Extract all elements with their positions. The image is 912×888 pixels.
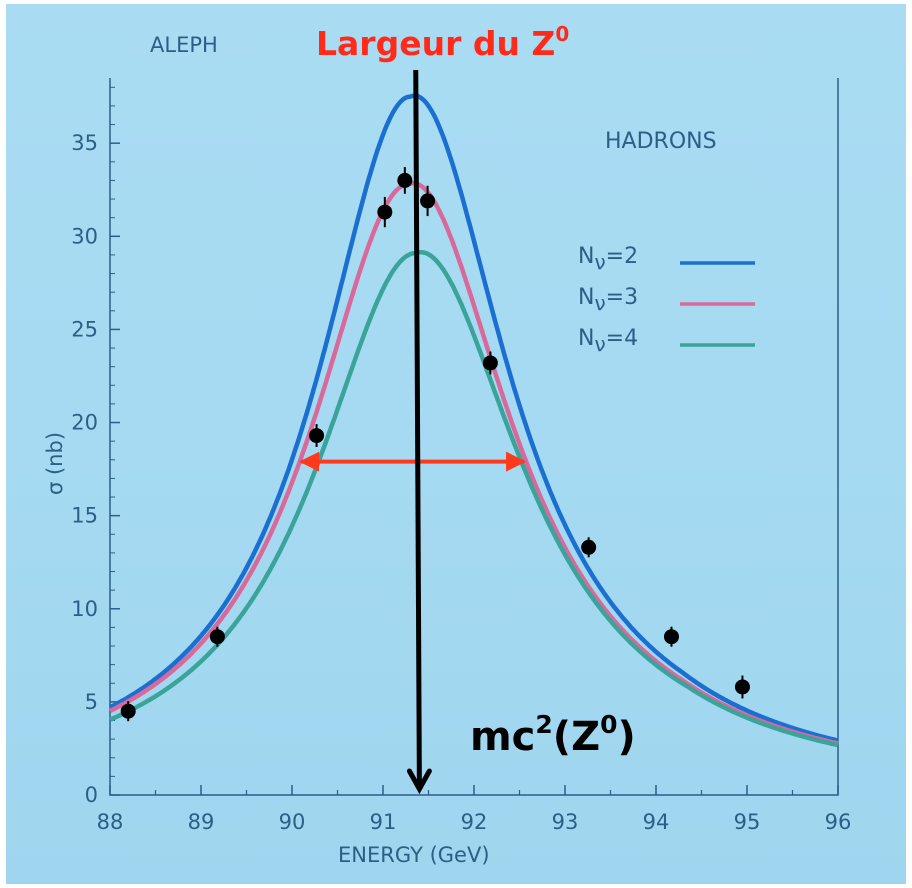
legend-label: Nν=3 xyxy=(578,285,638,315)
data-points xyxy=(120,167,750,722)
data-point xyxy=(397,172,413,188)
slide-background xyxy=(6,4,906,884)
y-tick-label: 0 xyxy=(85,783,98,807)
y-tick-label: 10 xyxy=(71,597,98,621)
legend: Nν=2 Nν=3 Nν=4 xyxy=(578,244,755,356)
y-axis-ticks: 0 5 10 15 20 25 30 35 xyxy=(71,86,120,807)
mass-annotation: mc2(Z0) xyxy=(470,710,636,760)
x-tick-label: 91 xyxy=(370,810,397,834)
data-point xyxy=(420,193,436,209)
y-tick-label: 15 xyxy=(71,504,98,528)
experiment-label: ALEPH xyxy=(150,33,218,57)
fit-curves xyxy=(108,93,839,748)
data-point xyxy=(377,204,393,220)
y-tick-label: 20 xyxy=(71,411,98,435)
channel-label: HADRONS xyxy=(605,129,717,154)
x-tick-label: 93 xyxy=(552,810,579,834)
data-point xyxy=(581,539,597,555)
axis-lines xyxy=(109,78,839,796)
y-tick-label: 30 xyxy=(71,224,98,248)
x-tick-label: 92 xyxy=(461,810,488,834)
x-tick-label: 89 xyxy=(188,810,215,834)
x-tick-label: 90 xyxy=(279,810,306,834)
y-tick-label: 25 xyxy=(71,317,98,341)
x-axis-ticks: 88 89 90 91 92 93 94 95 96 xyxy=(97,785,852,834)
x-tick-label: 94 xyxy=(643,810,670,834)
curve-n2 xyxy=(108,93,839,743)
y-tick-label: 5 xyxy=(85,690,98,714)
curve-n4 xyxy=(109,249,839,748)
data-point xyxy=(120,703,136,719)
data-point xyxy=(734,679,750,695)
y-axis-label: σ (nb) xyxy=(43,432,67,495)
y-tick-label: 35 xyxy=(71,131,98,155)
x-tick-label: 96 xyxy=(825,810,852,834)
x-tick-label: 88 xyxy=(97,810,124,834)
data-point xyxy=(209,629,225,645)
x-tick-label: 95 xyxy=(734,810,761,834)
legend-label: Nν=2 xyxy=(578,244,638,274)
width-annotation-title: Largeur du Z0 xyxy=(316,22,569,63)
x-axis-label: ENERGY (GeV) xyxy=(338,843,490,867)
plot-frame xyxy=(109,78,839,796)
data-point xyxy=(482,355,498,371)
data-point xyxy=(309,428,325,444)
data-point xyxy=(663,629,679,645)
mass-arrow xyxy=(406,69,432,795)
legend-label: Nν=4 xyxy=(578,326,638,356)
